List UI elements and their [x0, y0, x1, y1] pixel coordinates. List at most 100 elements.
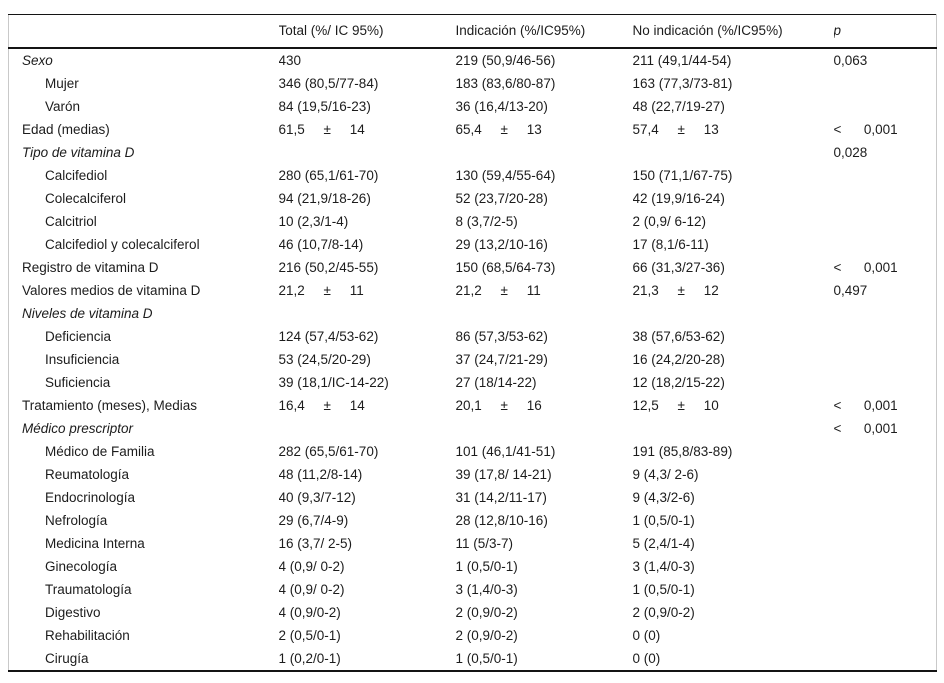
- cell-no-indicacion: [633, 302, 834, 325]
- cell-total: 282 (65,5/61-70): [278, 444, 379, 459]
- cell-p: [834, 72, 937, 95]
- table-row: Médico prescriptor < 0,001: [9, 417, 937, 440]
- cell-indicacion: 65,4 ± 13: [455, 122, 542, 137]
- cell-total: 29 (6,7/4-9): [278, 513, 349, 528]
- cell-no-indicacion: 38 (57,6/53-62): [632, 329, 725, 344]
- cell-indicacion: 11 (5/3-7): [455, 536, 514, 551]
- cell-total: 346 (80,5/77-84): [278, 76, 379, 91]
- table-row: Tipo de vitamina D 0,028: [9, 141, 937, 164]
- table-row: Mujer 346 (80,5/77-84) 183 (83,6/80-87) 163…: [9, 72, 937, 95]
- cell-p: < 0,001: [833, 421, 898, 436]
- col-header-no-indicacion: No indicación (%/IC95%): [632, 14, 834, 49]
- cell-total: 46 (10,7/8-14): [278, 237, 364, 252]
- cell-total: 4 (0,9/ 0-2): [278, 559, 345, 574]
- row-label: Edad (medias): [22, 122, 110, 137]
- cell-no-indicacion: 0 (0): [632, 628, 661, 643]
- cell-total: 4 (0,9/ 0-2): [278, 582, 345, 597]
- cell-no-indicacion: 17 (8,1/6-11): [632, 237, 709, 252]
- row-label: Reumatología: [45, 467, 130, 482]
- cell-p: < 0,001: [833, 122, 898, 137]
- cell-p: [834, 233, 937, 256]
- table-row: Registro de vitamina D 216 (50,2/45-55) 15…: [9, 256, 937, 279]
- cell-p: [834, 532, 937, 555]
- row-label: Registro de vitamina D: [22, 260, 159, 275]
- cell-no-indicacion: 9 (4,3/ 2-6): [632, 467, 699, 482]
- cell-p: [834, 371, 937, 394]
- row-label: Calcifediol y colecalciferol: [45, 237, 200, 252]
- table-row: Ginecología 4 (0,9/ 0-2) 1 (0,5/0-1) 3 (1,4…: [9, 555, 937, 578]
- cell-total: 16,4 ± 14: [278, 398, 365, 413]
- row-label: Cirugía: [45, 651, 89, 666]
- cell-indicacion: 20,1 ± 16: [455, 398, 542, 413]
- cell-total: 21,2 ± 11: [278, 283, 364, 298]
- row-label: Médico prescriptor: [22, 421, 134, 436]
- cell-indicacion: 130 (59,4/55-64): [455, 168, 556, 183]
- cell-indicacion: [456, 302, 633, 325]
- col-header-variable: [8, 14, 279, 49]
- table-row: Reumatología 48 (11,2/8-14) 39 (17,8/ 14-2…: [9, 463, 937, 486]
- cell-indicacion: 150 (68,5/64-73): [455, 260, 556, 275]
- cell-total: 2 (0,5/0-1): [278, 628, 341, 643]
- cell-indicacion: 2 (0,9/0-2): [455, 628, 518, 643]
- row-label: Suficiencia: [45, 375, 111, 390]
- table-row: Valores medios de vitamina D 21,2 ± 11 21,…: [9, 279, 937, 302]
- cell-indicacion: 101 (46,1/41-51): [455, 444, 556, 459]
- table-body: Sexo 430 219 (50,9/46-56) 211 (49,1/44-54) 0…: [9, 48, 937, 671]
- header-row: Total (%/ IC 95%) Indicación (%/IC95%) N…: [8, 14, 937, 49]
- cell-indicacion: 29 (13,2/10-16): [455, 237, 548, 252]
- cell-indicacion: 3 (1,4/0-3): [455, 582, 518, 597]
- cell-p: [834, 509, 937, 532]
- table-row: Endocrinología 40 (9,3/7-12) 31 (14,2/11-1…: [9, 486, 937, 509]
- row-label: Digestivo: [45, 605, 101, 620]
- cell-no-indicacion: [633, 417, 834, 440]
- row-label: Endocrinología: [45, 490, 136, 505]
- table-row: Nefrología 29 (6,7/4-9) 28 (12,8/10-16) 1 (…: [9, 509, 937, 532]
- row-label: Rehabilitación: [45, 628, 130, 643]
- cell-p: [834, 578, 937, 601]
- cell-no-indicacion: 150 (71,1/67-75): [632, 168, 733, 183]
- cell-indicacion: 183 (83,6/80-87): [455, 76, 556, 91]
- cell-p: [834, 486, 937, 509]
- cell-no-indicacion: 5 (2,4/1-4): [632, 536, 695, 551]
- cell-p: < 0,001: [833, 260, 898, 275]
- row-label: Varón: [45, 99, 81, 114]
- table-row: Sexo 430 219 (50,9/46-56) 211 (49,1/44-54) 0…: [9, 48, 937, 72]
- cell-indicacion: 8 (3,7/2-5): [455, 214, 518, 229]
- table-row: Deficiencia 124 (57,4/53-62) 86 (57,3/53-6…: [9, 325, 937, 348]
- cell-total: 10 (2,3/1-4): [278, 214, 349, 229]
- cell-total: 4 (0,9/0-2): [278, 605, 341, 620]
- cell-no-indicacion: 12,5 ± 10: [632, 398, 719, 413]
- table-row: Calcifediol 280 (65,1/61-70) 130 (59,4/55-…: [9, 164, 937, 187]
- cell-p: [834, 325, 937, 348]
- cell-total: 1 (0,2/0-1): [278, 651, 341, 666]
- cell-indicacion: 2 (0,9/0-2): [455, 605, 518, 620]
- cell-no-indicacion: 42 (19,9/16-24): [632, 191, 725, 206]
- cell-p: [834, 555, 937, 578]
- table-row: Varón 84 (19,5/16-23) 36 (16,4/13-20) 48 (2…: [9, 95, 937, 118]
- cell-p: [834, 463, 937, 486]
- row-label: Tipo de vitamina D: [22, 145, 135, 160]
- row-label: Nefrología: [45, 513, 108, 528]
- cell-indicacion: 28 (12,8/10-16): [455, 513, 548, 528]
- cell-p: [834, 348, 937, 371]
- row-label: Ginecología: [45, 559, 118, 574]
- cell-total: 53 (24,5/20-29): [278, 352, 371, 367]
- cell-p: [834, 624, 937, 647]
- table-row: Digestivo 4 (0,9/0-2) 2 (0,9/0-2) 2 (0,9/0-…: [9, 601, 937, 624]
- cell-p: [834, 95, 937, 118]
- row-label: Mujer: [45, 76, 79, 91]
- cell-indicacion: 27 (18/14-22): [455, 375, 537, 390]
- col-header-indicacion: Indicación (%/IC95%): [455, 14, 633, 49]
- cell-no-indicacion: 1 (0,5/0-1): [632, 582, 695, 597]
- cell-p: 0,028: [833, 145, 868, 160]
- document-page: Total (%/ IC 95%) Indicación (%/IC95%) N…: [8, 14, 937, 672]
- row-label: Niveles de vitamina D: [22, 306, 153, 321]
- row-label: Valores medios de vitamina D: [22, 283, 201, 298]
- cell-total: 430: [278, 53, 302, 68]
- cell-no-indicacion: 2 (0,9/0-2): [632, 605, 695, 620]
- cell-no-indicacion: 48 (22,7/19-27): [632, 99, 725, 114]
- cell-indicacion: 219 (50,9/46-56): [455, 53, 556, 68]
- cell-p: [834, 302, 937, 325]
- table-row: Tratamiento (meses), Medias 16,4 ± 14 20,1…: [9, 394, 937, 417]
- row-label: Colecalciferol: [45, 191, 127, 206]
